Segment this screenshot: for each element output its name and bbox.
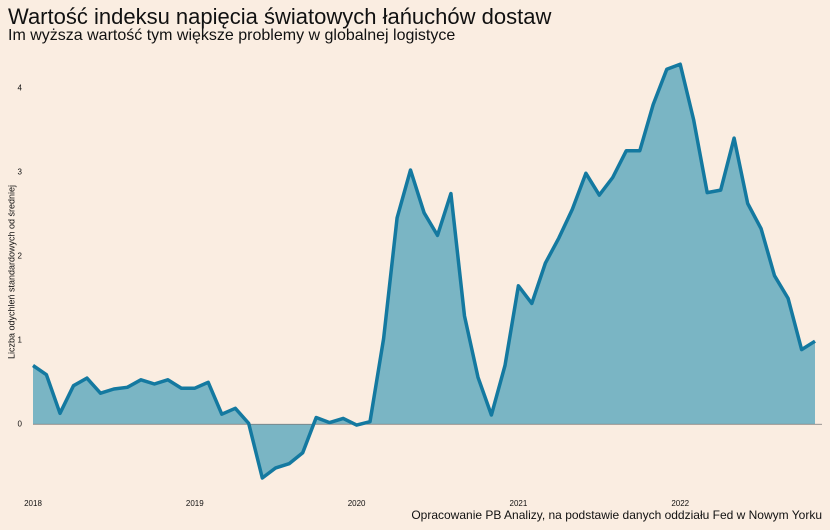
y-tick-label: 4 [18, 84, 23, 93]
y-axis-label: Liczba odychleń standardowych od średnie… [6, 185, 16, 359]
y-tick-label: 2 [18, 252, 23, 261]
line [32, 62, 816, 480]
x-tick-label: 2020 [348, 499, 366, 508]
x-tick-label: 2021 [510, 499, 528, 508]
y-tick-label: 0 [18, 419, 23, 428]
x-tick-label: 2018 [24, 499, 42, 508]
x-tick-label: 2022 [671, 499, 689, 508]
caption: Opracowanie PB Analizy, na podstawie dan… [411, 508, 822, 522]
x-tick-label: 2019 [186, 499, 204, 508]
area-fill [33, 64, 815, 478]
chart-title: Wartość indeksu napięcia światowych łańu… [8, 4, 551, 29]
y-tick-label: 3 [18, 168, 23, 177]
y-tick-label: 1 [18, 335, 23, 344]
chart-subtitle: Im wyższa wartość tym większe problemy w… [8, 27, 455, 44]
